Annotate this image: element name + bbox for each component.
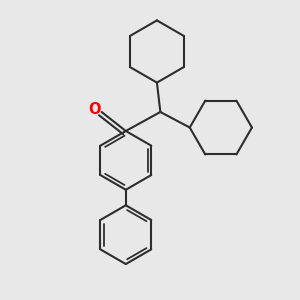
Text: O: O [88, 102, 100, 117]
